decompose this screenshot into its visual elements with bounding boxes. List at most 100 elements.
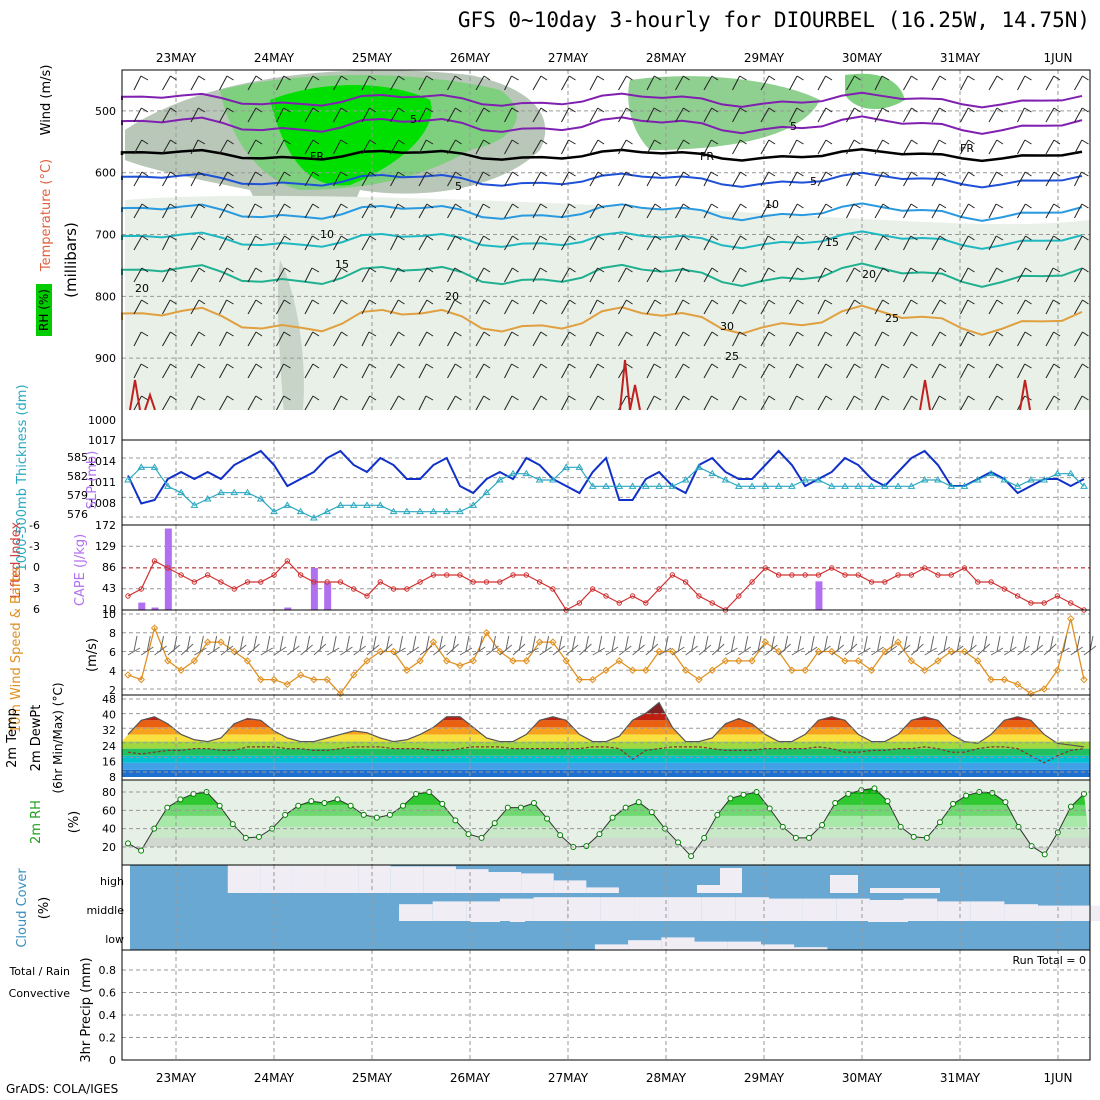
- wind-barb: [874, 395, 883, 411]
- wind-barb: [939, 299, 947, 305]
- wind-barb: [398, 107, 405, 113]
- wind-barb: [711, 395, 719, 401]
- thickness-tick: 579: [67, 489, 88, 502]
- thickness-point: [509, 469, 517, 477]
- wind-speed-point: [323, 675, 331, 684]
- wind-speed-point: [589, 675, 597, 684]
- convective-contour: [919, 379, 931, 411]
- wind-barb: [255, 139, 263, 145]
- wind-barb: [398, 395, 405, 401]
- cape-bar: [164, 528, 172, 610]
- wind-barb: [312, 395, 320, 401]
- temp-contour-5: [121, 171, 1083, 189]
- temp-tick: 24: [102, 740, 116, 753]
- wind-barb: [646, 203, 656, 219]
- cape-bar: [324, 582, 332, 610]
- thickness-point: [296, 507, 305, 515]
- wind-barb: [654, 171, 662, 177]
- wind-barb: [703, 299, 713, 315]
- rh-point: [897, 823, 904, 830]
- thickness-point: [628, 482, 637, 489]
- wind-barb: [340, 107, 348, 113]
- wind-barb: [398, 75, 405, 81]
- cloud-bar: [900, 888, 940, 893]
- rh-point: [766, 805, 773, 812]
- wind-speed-point: [761, 638, 770, 646]
- li-point: [151, 558, 158, 564]
- wind-barb: [532, 107, 542, 123]
- wind-barb: [483, 107, 491, 113]
- wind-barb: [654, 75, 662, 81]
- li-point: [616, 600, 622, 606]
- contour-label: 20: [135, 282, 149, 295]
- wind-barb: [732, 171, 741, 187]
- wind-barb: [703, 139, 712, 155]
- li-point: [908, 572, 915, 578]
- wind-barb: [162, 331, 171, 347]
- surface-barb: [916, 635, 921, 652]
- wind-barb: [141, 299, 149, 305]
- thickness-point: [124, 476, 132, 483]
- wind-barb: [597, 75, 605, 81]
- wind-barb: [967, 331, 975, 337]
- cloud-tick: middle: [86, 904, 124, 917]
- temp-fill: [122, 720, 1090, 728]
- wind-barb: [504, 235, 513, 251]
- cloud-bar: [1071, 905, 1100, 921]
- wind-barb: [247, 363, 257, 379]
- wind-barb: [361, 267, 371, 283]
- li-point: [576, 600, 583, 606]
- wind-barb: [447, 299, 456, 315]
- wind-barb: [589, 75, 598, 91]
- wind-barb: [938, 139, 947, 145]
- wind-barb: [569, 299, 576, 305]
- surface-barb: [1062, 635, 1067, 652]
- rh-point: [845, 790, 852, 797]
- wind-barb: [397, 299, 405, 305]
- wind-tick: 4: [109, 665, 116, 678]
- wind-barb: [390, 171, 399, 187]
- wind-barb: [711, 203, 719, 209]
- wind-barb: [312, 75, 320, 81]
- wind-barb: [304, 267, 313, 283]
- temp-fill: [122, 713, 1090, 721]
- wind-barb: [418, 203, 428, 219]
- li-point: [868, 579, 875, 585]
- wind-barb: [1074, 203, 1083, 219]
- wind-barb: [247, 107, 257, 123]
- wind-barb: [618, 139, 627, 155]
- thickness-point: [641, 482, 650, 489]
- wind-barb: [732, 395, 741, 411]
- wind-barb: [874, 299, 884, 315]
- contour-label: 15: [335, 258, 349, 271]
- wind-barb: [190, 331, 200, 347]
- wind-barb: [390, 75, 399, 91]
- wind-barb: [361, 107, 371, 123]
- wind-barb: [162, 267, 171, 283]
- wind-barb: [141, 107, 149, 113]
- wind-speed-point: [801, 666, 809, 674]
- li-point: [351, 586, 357, 592]
- surface-barb: [146, 635, 151, 652]
- rh-point: [544, 815, 551, 822]
- cloud-bar: [694, 941, 728, 950]
- wind-barb: [797, 203, 804, 209]
- wind-barb: [341, 331, 348, 337]
- wind-barb: [646, 363, 655, 379]
- temp-band: [122, 748, 1090, 756]
- wind-barb: [1081, 139, 1089, 145]
- wind-barb: [511, 139, 519, 145]
- wind-barb: [512, 235, 519, 241]
- cloud-bar: [292, 865, 326, 893]
- wind-barb: [796, 171, 804, 177]
- rh-point: [478, 834, 485, 841]
- wind-barb: [1024, 171, 1032, 177]
- wind-barb: [967, 107, 975, 113]
- wind-barb: [646, 267, 656, 283]
- li-point: [204, 572, 211, 578]
- surface-barb: [930, 635, 935, 652]
- date-label-top: 1JUN: [1044, 51, 1073, 65]
- surface-barb: [372, 635, 377, 652]
- thickness-point: [336, 501, 345, 508]
- wind-barb: [796, 139, 804, 145]
